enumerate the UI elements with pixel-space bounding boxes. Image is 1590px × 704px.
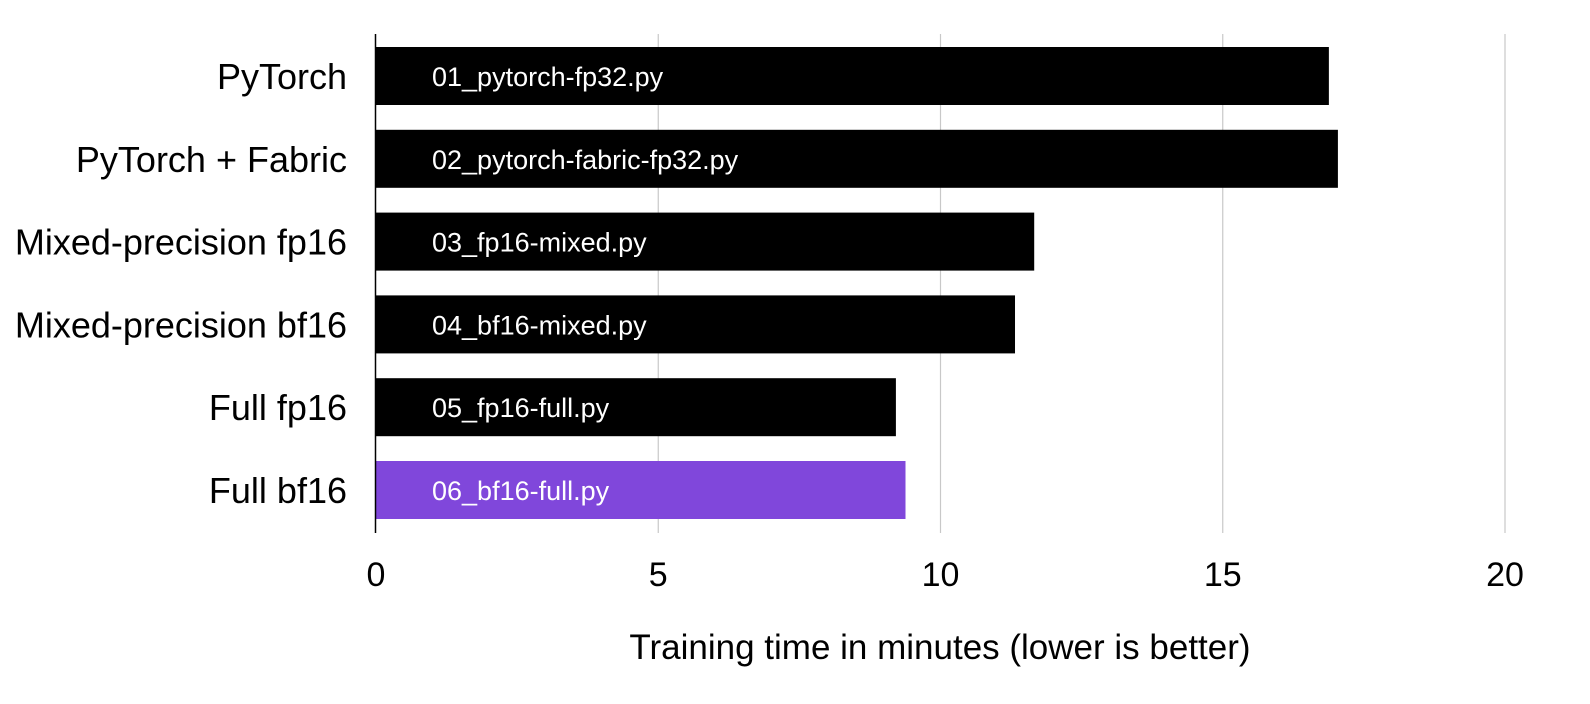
bar-4	[376, 295, 1016, 354]
bar-label-6: 06_bf16-full.py	[432, 476, 610, 506]
bar-5	[376, 378, 896, 437]
x-tick-label-20: 20	[1486, 556, 1524, 594]
bar-label-3: 03_fp16-mixed.py	[432, 228, 647, 258]
x-tick-labels: 0 5 10 15 20	[367, 556, 1524, 594]
gridlines	[657, 34, 1506, 533]
bar-6	[376, 461, 906, 519]
x-tick-label-15: 15	[1204, 556, 1242, 594]
bar-2	[376, 129, 1338, 188]
bars: 01_pytorch-fp32.py 02_pytorch-fabric-fp32…	[376, 47, 1338, 519]
category-labels: PyTorch PyTorch + Fabric Mixed-precision f…	[15, 56, 347, 511]
bar-label-4: 04_bf16-mixed.py	[432, 310, 647, 340]
category-label-1: PyTorch	[217, 56, 347, 97]
x-tick-label-10: 10	[922, 556, 960, 594]
category-label-2: PyTorch + Fabric	[76, 139, 347, 180]
category-label-4: Mixed-precision bf16	[15, 304, 347, 345]
category-label-3: Mixed-precision fp16	[15, 222, 347, 263]
bar-3	[376, 212, 1035, 271]
bar-label-5: 05_fp16-full.py	[432, 393, 610, 423]
x-tick-label-5: 5	[649, 556, 668, 594]
bar-label-1: 01_pytorch-fp32.py	[432, 62, 664, 92]
bar-1	[376, 47, 1329, 105]
category-label-5: Full fp16	[209, 387, 347, 428]
x-tick-label-0: 0	[367, 556, 386, 594]
bar-label-2: 02_pytorch-fabric-fp32.py	[432, 145, 739, 175]
x-axis-title: Training time in minutes (lower is bette…	[629, 628, 1250, 667]
category-label-6: Full bf16	[209, 470, 347, 511]
